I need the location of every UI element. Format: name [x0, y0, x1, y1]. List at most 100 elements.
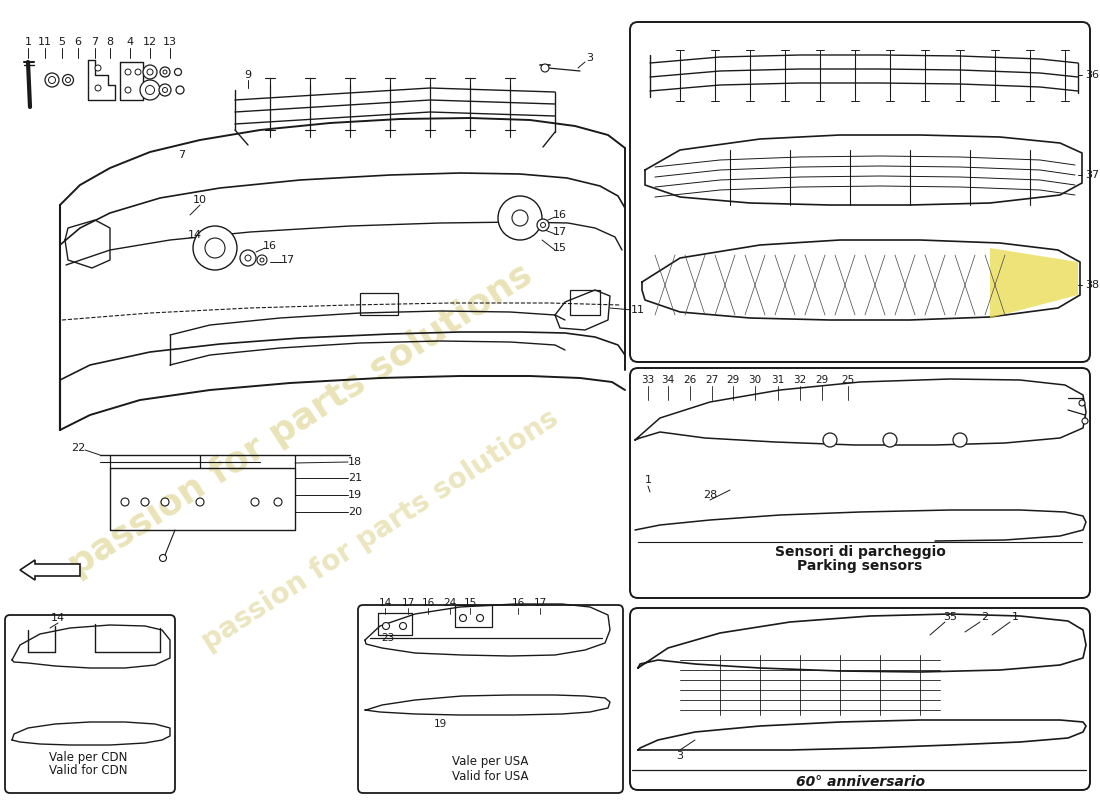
- Text: 19: 19: [348, 490, 362, 500]
- Circle shape: [205, 238, 225, 258]
- Text: 1: 1: [645, 475, 651, 485]
- Text: passion for parts solutions: passion for parts solutions: [62, 257, 538, 583]
- Text: 14: 14: [51, 613, 65, 623]
- Circle shape: [953, 433, 967, 447]
- Text: 17: 17: [280, 255, 295, 265]
- Text: 16: 16: [263, 241, 277, 251]
- Text: 9: 9: [244, 70, 252, 80]
- Text: 28: 28: [703, 490, 717, 500]
- Text: 23: 23: [382, 633, 395, 643]
- Circle shape: [95, 65, 101, 71]
- Circle shape: [883, 433, 896, 447]
- Text: 1: 1: [24, 37, 32, 47]
- Text: 30: 30: [748, 375, 761, 385]
- Text: 7: 7: [91, 37, 99, 47]
- Text: 32: 32: [793, 375, 806, 385]
- Text: 16: 16: [553, 210, 566, 220]
- Circle shape: [1082, 418, 1088, 424]
- Circle shape: [399, 622, 407, 630]
- Text: 5: 5: [58, 37, 66, 47]
- Text: 21: 21: [348, 473, 362, 483]
- Circle shape: [163, 87, 167, 93]
- Text: 34: 34: [661, 375, 674, 385]
- Circle shape: [48, 77, 55, 83]
- Circle shape: [383, 622, 389, 630]
- Circle shape: [176, 86, 184, 94]
- Text: 12: 12: [143, 37, 157, 47]
- Circle shape: [192, 226, 236, 270]
- Text: 20: 20: [348, 507, 362, 517]
- Text: 24: 24: [443, 598, 456, 608]
- Text: Vale per USA: Vale per USA: [452, 755, 528, 769]
- Text: 10: 10: [192, 195, 207, 205]
- Text: 31: 31: [771, 375, 784, 385]
- Text: 13: 13: [163, 37, 177, 47]
- Text: 38: 38: [1085, 280, 1099, 290]
- Circle shape: [121, 498, 129, 506]
- Text: 33: 33: [641, 375, 654, 385]
- Text: 3: 3: [586, 53, 594, 63]
- Circle shape: [274, 498, 282, 506]
- Circle shape: [540, 222, 546, 227]
- Circle shape: [260, 258, 264, 262]
- Text: 15: 15: [463, 598, 476, 608]
- Circle shape: [63, 74, 74, 86]
- Circle shape: [498, 196, 542, 240]
- Circle shape: [66, 78, 70, 82]
- Text: 14: 14: [188, 230, 202, 240]
- Circle shape: [460, 614, 466, 622]
- Text: Valid for CDN: Valid for CDN: [48, 765, 128, 778]
- Text: 17: 17: [553, 227, 568, 237]
- Text: 29: 29: [726, 375, 739, 385]
- Circle shape: [537, 219, 549, 231]
- Circle shape: [196, 498, 204, 506]
- Circle shape: [161, 498, 169, 506]
- Text: 18: 18: [348, 457, 362, 467]
- FancyBboxPatch shape: [630, 368, 1090, 598]
- Text: Sensori di parcheggio: Sensori di parcheggio: [774, 545, 945, 559]
- Text: 19: 19: [433, 719, 447, 729]
- Text: 14: 14: [378, 598, 392, 608]
- Circle shape: [163, 70, 167, 74]
- Circle shape: [143, 65, 157, 79]
- Circle shape: [541, 64, 549, 72]
- Circle shape: [45, 73, 59, 87]
- Text: 11: 11: [631, 305, 645, 315]
- Bar: [395, 710, 487, 738]
- Circle shape: [251, 498, 258, 506]
- Text: Vale per CDN: Vale per CDN: [48, 750, 128, 763]
- Text: 7: 7: [178, 150, 186, 160]
- FancyArrow shape: [20, 560, 80, 580]
- Text: 4: 4: [126, 37, 133, 47]
- Text: Parking sensors: Parking sensors: [798, 559, 923, 573]
- Text: 15: 15: [553, 243, 566, 253]
- Bar: [570, 290, 600, 315]
- Text: 27: 27: [705, 375, 718, 385]
- Text: 3: 3: [676, 751, 683, 761]
- FancyBboxPatch shape: [358, 605, 623, 793]
- Text: 26: 26: [683, 375, 696, 385]
- Circle shape: [160, 84, 170, 96]
- Text: 8: 8: [107, 37, 113, 47]
- Circle shape: [175, 69, 182, 75]
- Text: 17: 17: [402, 598, 415, 608]
- Text: 37: 37: [1085, 170, 1099, 180]
- Text: 16: 16: [421, 598, 434, 608]
- FancyBboxPatch shape: [630, 608, 1090, 790]
- Circle shape: [125, 87, 131, 93]
- Text: 36: 36: [1085, 70, 1099, 80]
- Circle shape: [141, 498, 149, 506]
- Circle shape: [245, 255, 251, 261]
- Text: 29: 29: [815, 375, 828, 385]
- Circle shape: [95, 85, 101, 91]
- Text: passion for parts solutions: passion for parts solutions: [197, 404, 563, 656]
- Text: 16: 16: [512, 598, 525, 608]
- Circle shape: [823, 433, 837, 447]
- Polygon shape: [990, 248, 1078, 318]
- Text: 17: 17: [534, 598, 547, 608]
- Circle shape: [160, 554, 166, 562]
- Circle shape: [476, 614, 484, 622]
- Circle shape: [147, 69, 153, 75]
- Text: 35: 35: [943, 612, 957, 622]
- Text: 25: 25: [842, 375, 855, 385]
